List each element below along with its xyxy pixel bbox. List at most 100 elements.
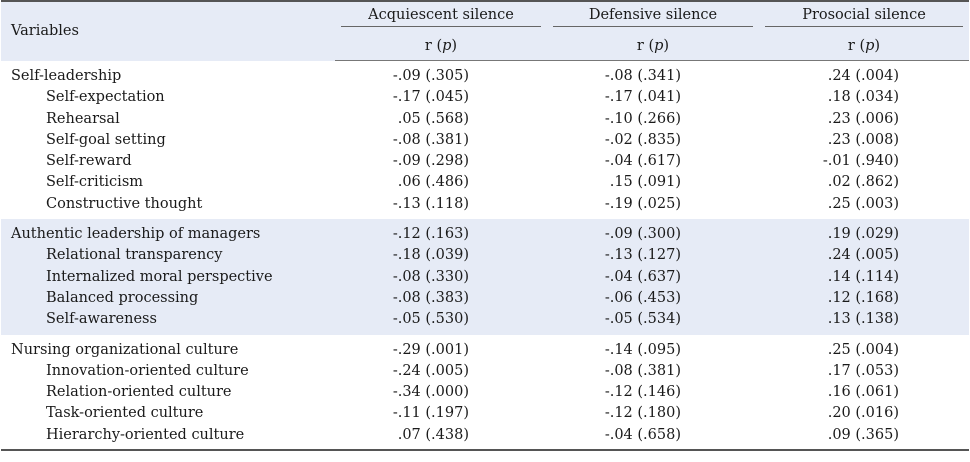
stat-label: r (p) xyxy=(759,32,969,61)
table-row: Balanced processing -.08 (.383) -.06 (.453… xyxy=(1,288,969,309)
cell-acquiescent: -.29 (.001) xyxy=(392,341,469,358)
cell-defensive: -.14 (.095) xyxy=(604,341,681,358)
column-header-defensive: Defensive silence xyxy=(547,0,759,32)
cell-prosocial: .23 (.006) xyxy=(827,110,899,127)
header-row: Variables Acquiescent silence Defensive … xyxy=(1,0,969,61)
cell-prosocial: -.01 (.940) xyxy=(822,153,899,170)
cell-acquiescent: .05 (.568) xyxy=(397,110,469,127)
cell-prosocial: .13 (.138) xyxy=(827,311,899,328)
table-row: Task-oriented culture -.11 (.197) -.12 (.1… xyxy=(1,403,969,424)
cell-acquiescent: -.09 (.298) xyxy=(392,153,469,170)
cell-acquiescent: .07 (.438) xyxy=(335,424,547,452)
row-label: Task-oriented culture xyxy=(46,405,204,422)
stat-label: r (p) xyxy=(547,32,759,61)
cell-acquiescent: -.08 (.330) xyxy=(392,268,469,285)
cell-prosocial: .24 (.004) xyxy=(827,68,899,84)
cell-acquiescent: -.11 (.197) xyxy=(392,405,469,422)
column-header-label: Acquiescent silence xyxy=(341,7,541,27)
cell-defensive: -.10 (.266) xyxy=(604,110,681,127)
cell-prosocial: .18 (.034) xyxy=(827,89,899,106)
cell-acquiescent: -.09 (.305) xyxy=(392,68,469,84)
table-row: Self-reward -.09 (.298) -.04 (.617) -.01 (.… xyxy=(1,151,969,172)
cell-defensive: -.04 (.637) xyxy=(604,268,681,285)
cell-prosocial: .19 (.029) xyxy=(827,226,899,243)
correlation-table: Variables Acquiescent silence Defensive … xyxy=(1,0,969,452)
group-authentic-leadership: Authentic leadership of managers -.12 (.1… xyxy=(1,219,969,335)
stat-label: r (p) xyxy=(335,32,547,61)
cell-acquiescent: -.34 (.000) xyxy=(392,384,469,401)
table-row: Rehearsal .05 (.568) -.10 (.266) .23 (.006) xyxy=(1,109,969,130)
row-label: Nursing organizational culture xyxy=(11,341,239,358)
cell-defensive: -.09 (.300) xyxy=(604,226,681,243)
column-header-label: Defensive silence xyxy=(553,7,753,27)
table-row: Relational transparency -.18 (.039) -.13 (… xyxy=(1,245,969,266)
table-row: Internalized moral perspective -.08 (.330… xyxy=(1,267,969,288)
table-row: Nursing organizational culture -.29 (.001… xyxy=(1,335,969,361)
cell-defensive: -.04 (.617) xyxy=(604,153,681,170)
cell-defensive: -.08 (.381) xyxy=(604,362,681,379)
row-label: Self-criticism xyxy=(46,174,144,191)
cell-prosocial: .09 (.365) xyxy=(759,424,969,452)
cell-defensive: -.04 (.658) xyxy=(547,424,759,452)
column-header-acquiescent: Acquiescent silence xyxy=(335,0,547,32)
table-row: Relation-oriented culture -.34 (.000) -.12… xyxy=(1,382,969,403)
cell-prosocial: .25 (.004) xyxy=(827,341,899,358)
cell-defensive: -.13 (.127) xyxy=(604,247,681,264)
table-row: Self-awareness -.05 (.530) -.05 (.534) .13 … xyxy=(1,309,969,334)
cell-prosocial: .24 (.005) xyxy=(827,247,899,264)
row-label: Relation-oriented culture xyxy=(46,384,232,401)
cell-defensive: -.02 (.835) xyxy=(604,131,681,148)
table-row: Innovation-oriented culture -.24 (.005) -.… xyxy=(1,361,969,382)
table-row: Hierarchy-oriented culture .07 (.438) -.04… xyxy=(1,424,969,452)
row-label: Self-reward xyxy=(46,153,132,170)
cell-prosocial: .14 (.114) xyxy=(827,268,899,285)
cell-prosocial: .16 (.061) xyxy=(827,384,899,401)
cell-defensive: -.05 (.534) xyxy=(604,311,681,328)
row-label: Constructive thought xyxy=(46,195,203,212)
row-label: Hierarchy-oriented culture xyxy=(1,424,335,452)
table-row: Self-criticism .06 (.486) .15 (.091) .02 (.… xyxy=(1,172,969,193)
group-self-leadership: Self-leadership -.09 (.305) -.08 (.341) .24… xyxy=(1,61,969,220)
table-row: Self-expectation -.17 (.045) -.17 (.041) .1… xyxy=(1,87,969,108)
row-label: Relational transparency xyxy=(46,247,223,264)
cell-acquiescent: -.13 (.118) xyxy=(392,195,469,212)
group-nursing-culture: Nursing organizational culture -.29 (.001… xyxy=(1,335,969,452)
cell-acquiescent: .06 (.486) xyxy=(397,174,469,191)
table-row: Authentic leadership of managers -.12 (.1… xyxy=(1,219,969,245)
column-header-label: Prosocial silence xyxy=(765,7,963,27)
row-label: Self-goal setting xyxy=(46,131,166,148)
cell-prosocial: .02 (.862) xyxy=(827,174,899,191)
cell-acquiescent: -.17 (.045) xyxy=(392,89,469,106)
table-header: Variables Acquiescent silence Defensive … xyxy=(1,0,969,61)
subheader-row: r (p) r (p) r (p) xyxy=(1,32,969,61)
cell-defensive: -.19 (.025) xyxy=(604,195,681,212)
row-label: Innovation-oriented culture xyxy=(46,362,249,379)
row-label: Balanced processing xyxy=(46,289,199,306)
row-label: Internalized moral perspective xyxy=(46,268,273,285)
cell-acquiescent: -.05 (.530) xyxy=(392,311,469,328)
cell-defensive: .15 (.091) xyxy=(609,174,681,191)
row-label: Self-expectation xyxy=(46,89,165,106)
cell-defensive: -.17 (.041) xyxy=(604,89,681,106)
table-row: Constructive thought -.13 (.118) -.19 (.02… xyxy=(1,194,969,219)
cell-defensive: -.12 (.146) xyxy=(604,384,681,401)
cell-acquiescent: -.12 (.163) xyxy=(392,226,469,243)
variables-header: Variables xyxy=(1,0,335,61)
column-header-prosocial: Prosocial silence xyxy=(759,0,969,32)
cell-acquiescent: -.08 (.383) xyxy=(392,289,469,306)
cell-prosocial: .12 (.168) xyxy=(827,289,899,306)
table-row: Self-leadership -.09 (.305) -.08 (.341) .24… xyxy=(1,61,969,88)
table-row: Self-goal setting -.08 (.381) -.02 (.835).… xyxy=(1,130,969,151)
row-label: Rehearsal xyxy=(46,110,120,127)
cell-prosocial: .20 (.016) xyxy=(827,405,899,422)
row-label: Self-awareness xyxy=(46,311,157,328)
cell-prosocial: .17 (.053) xyxy=(827,362,899,379)
cell-acquiescent: -.08 (.381) xyxy=(392,131,469,148)
row-label: Authentic leadership of managers xyxy=(11,226,261,243)
cell-defensive: -.06 (.453) xyxy=(604,289,681,306)
cell-prosocial: .23 (.008) xyxy=(827,131,899,148)
cell-defensive: -.08 (.341) xyxy=(604,68,681,84)
cell-acquiescent: -.24 (.005) xyxy=(392,362,469,379)
cell-defensive: -.12 (.180) xyxy=(604,405,681,422)
